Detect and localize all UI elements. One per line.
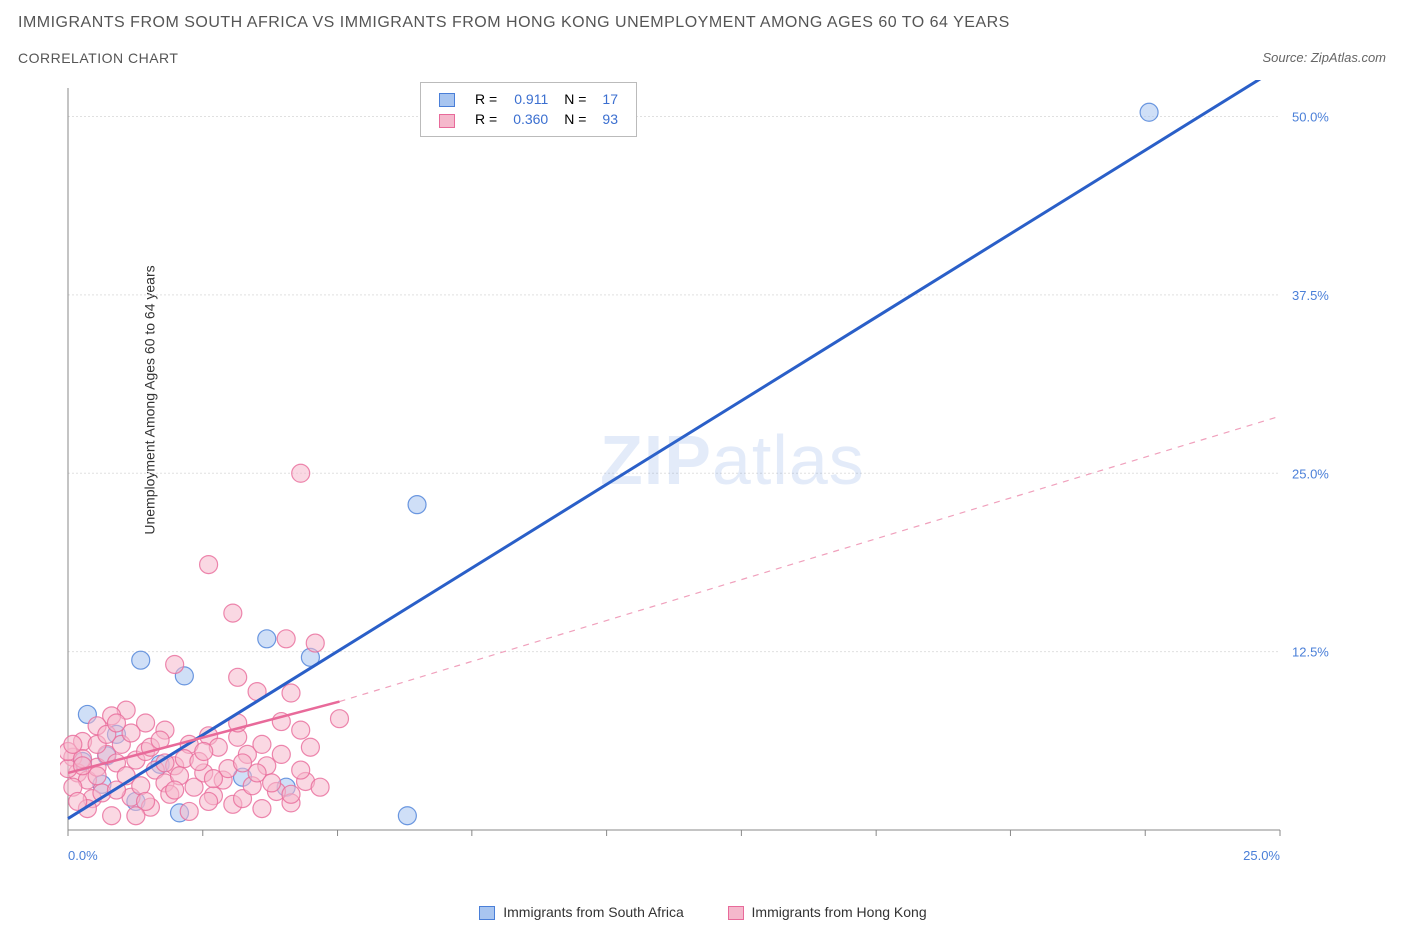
legend-swatch-pink xyxy=(439,114,455,128)
svg-text:37.5%: 37.5% xyxy=(1292,288,1329,303)
chart-plot-area: 12.5% 25.0% 37.5% 50.0% 0.0% 25.0% xyxy=(60,80,1350,870)
r-label: R = xyxy=(467,89,505,109)
chart-subtitle: CORRELATION CHART xyxy=(18,50,178,66)
legend-item: Immigrants from South Africa xyxy=(479,904,683,920)
r-value: 0.360 xyxy=(505,109,556,129)
legend-swatch-pink xyxy=(728,906,744,920)
legend-row: R = 0.911 N = 17 xyxy=(431,89,626,109)
r-label: R = xyxy=(467,109,505,129)
legend-label: Immigrants from South Africa xyxy=(503,904,684,920)
scatter-plot-svg: 12.5% 25.0% 37.5% 50.0% 0.0% 25.0% xyxy=(60,80,1350,870)
n-value: 93 xyxy=(594,109,626,129)
svg-text:0.0%: 0.0% xyxy=(68,848,98,863)
source-attribution: Source: ZipAtlas.com xyxy=(1262,50,1386,65)
chart-title: IMMIGRANTS FROM SOUTH AFRICA VS IMMIGRAN… xyxy=(18,14,1010,32)
svg-text:25.0%: 25.0% xyxy=(1243,848,1280,863)
n-value: 17 xyxy=(594,89,626,109)
correlation-legend: R = 0.911 N = 17 R = 0.360 N = 93 xyxy=(420,82,637,137)
legend-swatch-blue xyxy=(479,906,495,920)
svg-text:25.0%: 25.0% xyxy=(1292,466,1329,481)
r-value: 0.911 xyxy=(505,89,556,109)
svg-text:12.5%: 12.5% xyxy=(1292,645,1329,660)
legend-item: Immigrants from Hong Kong xyxy=(728,904,927,920)
series-legend: Immigrants from South Africa Immigrants … xyxy=(0,904,1406,920)
svg-text:50.0%: 50.0% xyxy=(1292,110,1329,125)
n-label: N = xyxy=(556,109,594,129)
legend-row: R = 0.360 N = 93 xyxy=(431,109,626,129)
n-label: N = xyxy=(556,89,594,109)
legend-label: Immigrants from Hong Kong xyxy=(752,904,927,920)
legend-swatch-blue xyxy=(439,93,455,107)
